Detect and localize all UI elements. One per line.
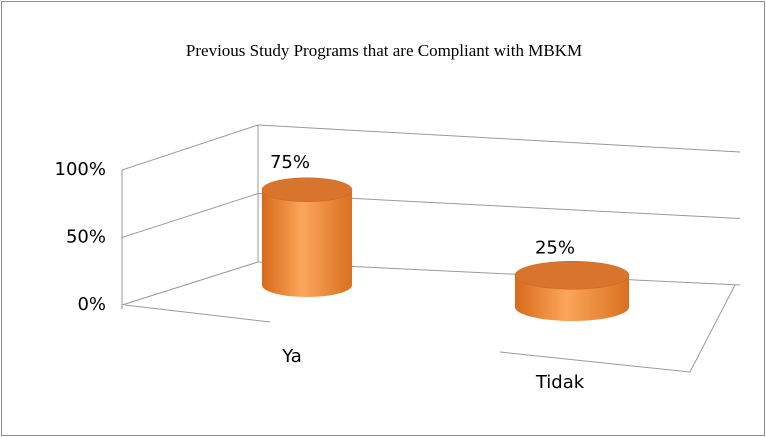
cylinder-body — [262, 189, 352, 297]
chart-title: Previous Study Programs that are Complia… — [186, 41, 582, 60]
grid-line — [121, 193, 259, 238]
x-tick-label: Tidak — [535, 372, 585, 393]
grid-line — [121, 124, 259, 171]
y-tick-label: 100% — [55, 159, 106, 180]
grid-line — [257, 124, 741, 153]
data-label: 25% — [535, 237, 575, 258]
x-tick-label: Ya — [281, 346, 302, 367]
grid-line — [121, 261, 259, 306]
data-label: 75% — [270, 152, 310, 173]
cylinder-top — [261, 177, 353, 202]
y-tick-label: 0% — [77, 294, 106, 315]
cylinder-top — [514, 261, 630, 290]
y-tick-label: 50% — [66, 227, 106, 248]
